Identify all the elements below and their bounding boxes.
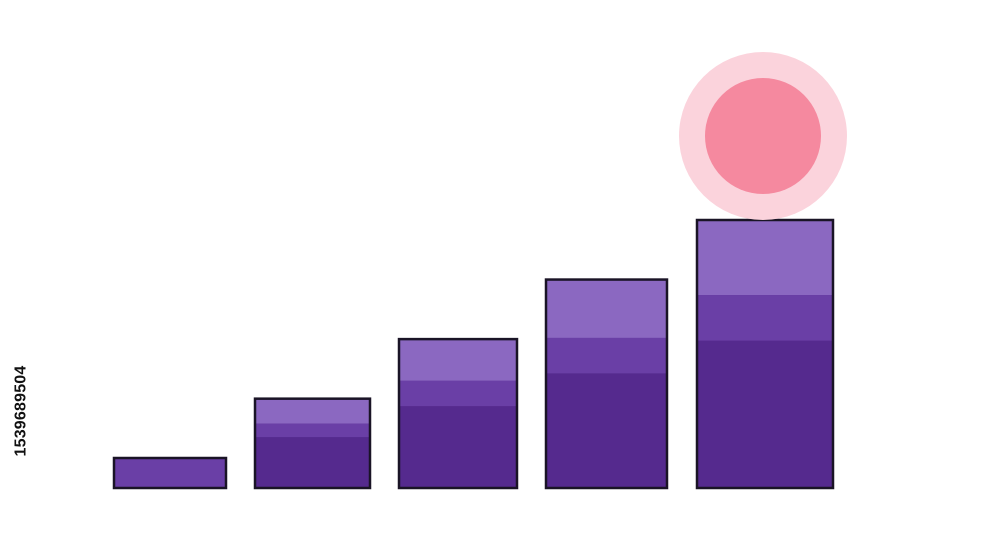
- bar-3-mid-band: [399, 380, 517, 407]
- bar-5: [695, 218, 835, 490]
- ball-group: [679, 52, 847, 220]
- bar-4: [544, 278, 669, 490]
- bar-group: [112, 218, 835, 490]
- bar-1: [112, 456, 228, 490]
- bar-5-outline: [695, 218, 835, 490]
- bar-4-outline: [544, 278, 669, 490]
- bar-4-mid-band: [546, 337, 667, 374]
- stock-photo-id-watermark: 1539689504: [6, 296, 36, 526]
- bar-3-light-band: [399, 339, 517, 381]
- bar-3: [397, 337, 519, 490]
- watermark-id-text: 1539689504: [12, 365, 30, 457]
- bar-1-shade: [114, 458, 226, 488]
- bar-3-outline: [397, 337, 519, 490]
- bar-5-mid-band: [697, 295, 833, 341]
- bar-4-light-band: [546, 279, 667, 338]
- bar-2: [253, 397, 372, 490]
- bar-5-light-band: [697, 220, 833, 296]
- bar-2-mid-band: [255, 423, 370, 438]
- ball: [705, 78, 821, 194]
- bar-2-light-band: [255, 398, 370, 424]
- bar-1-outline: [112, 456, 228, 490]
- bar-2-outline: [253, 397, 372, 490]
